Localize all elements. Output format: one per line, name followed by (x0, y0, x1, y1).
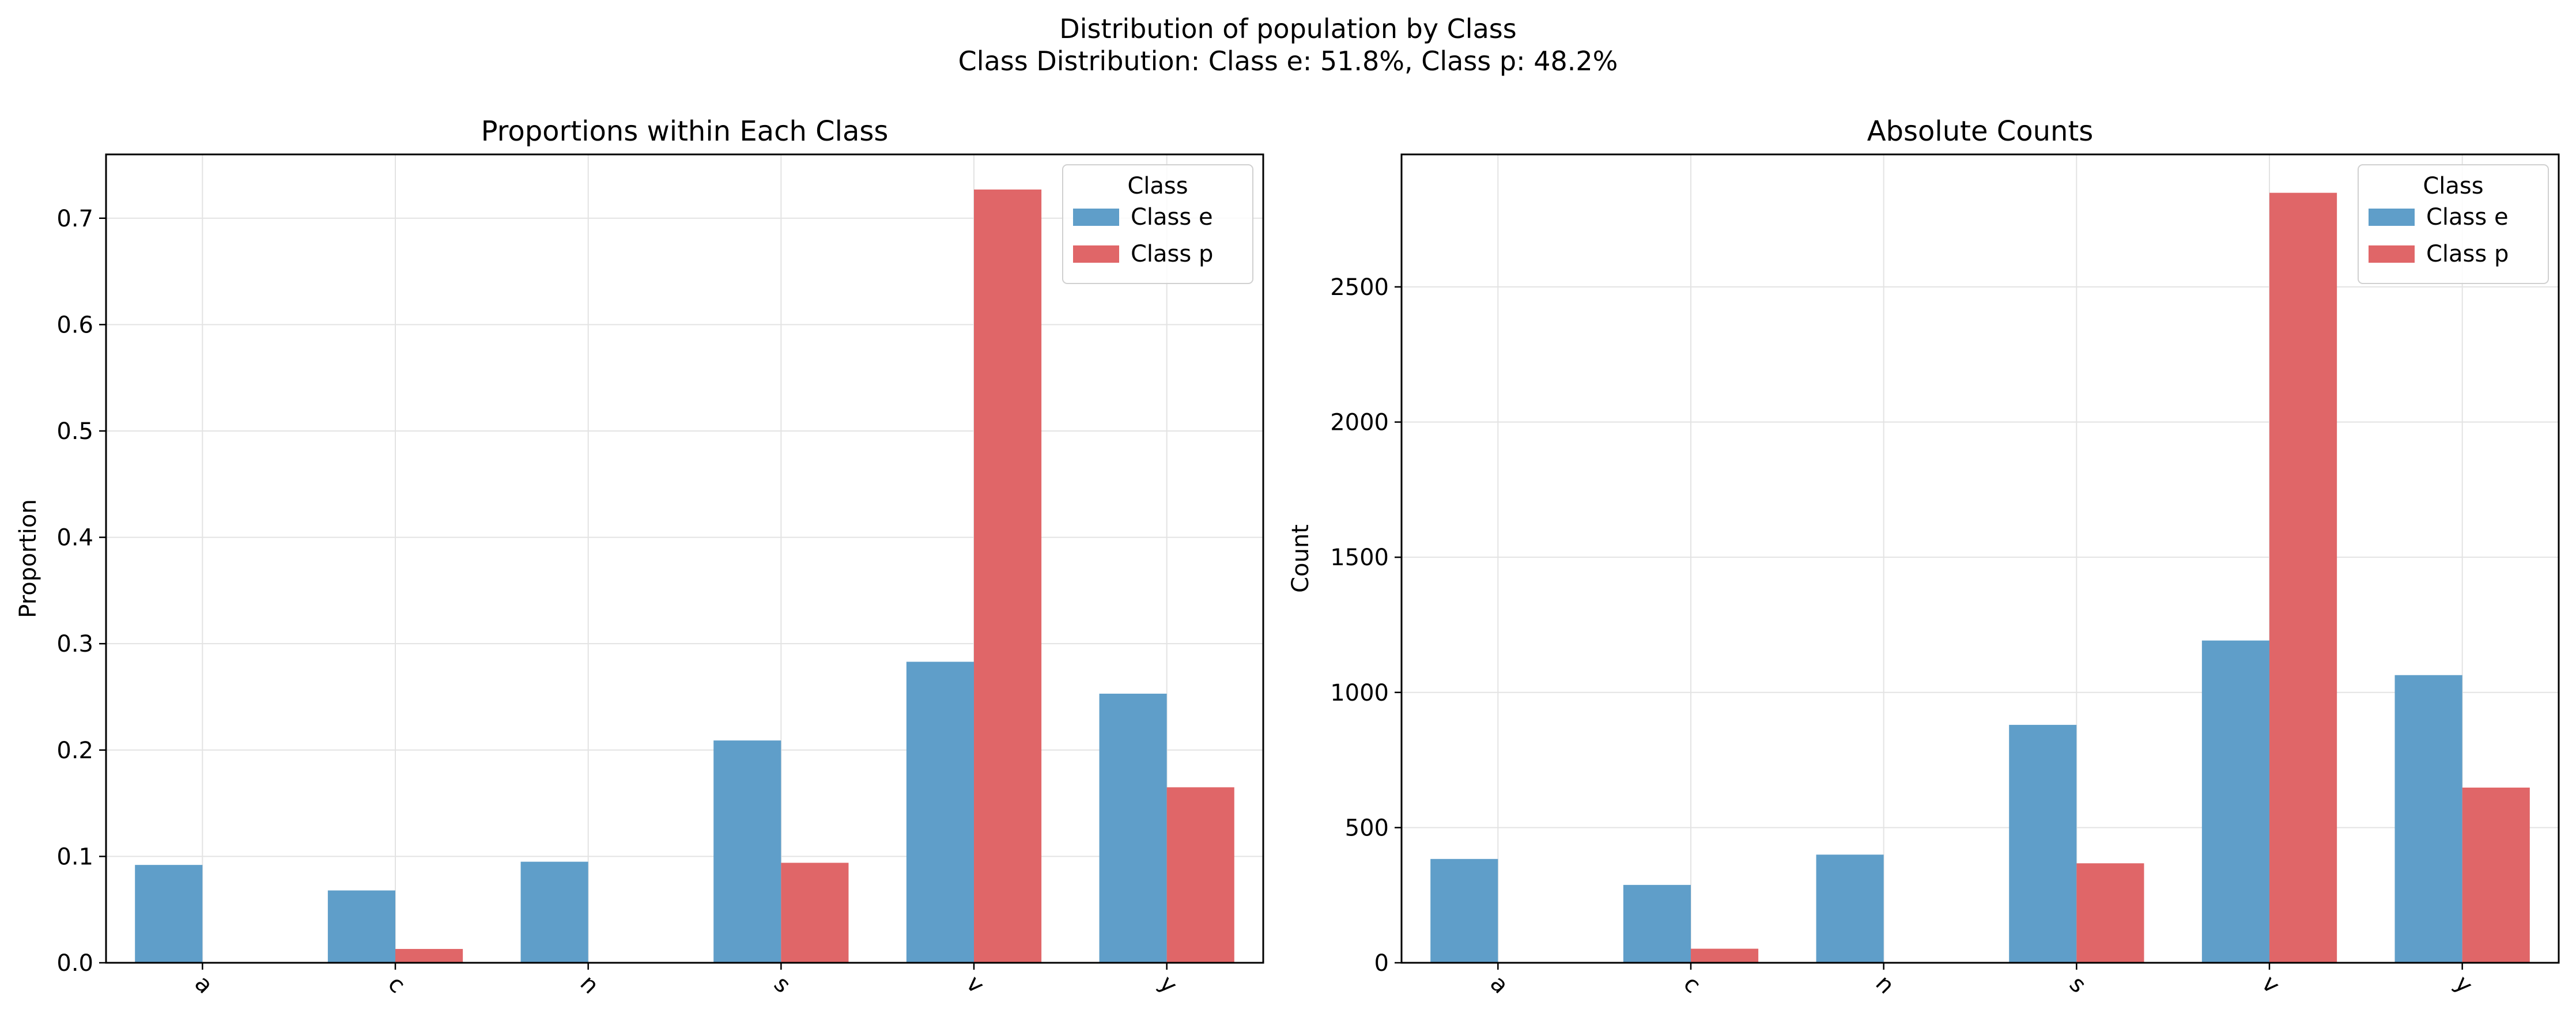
bar-class-e-a (1430, 858, 1498, 963)
bar-class-p-s (781, 863, 849, 963)
y-tick-label: 1500 (1330, 544, 1389, 571)
bar-class-e-s (2009, 725, 2077, 963)
x-tick-label: v (2256, 970, 2284, 998)
x-tick-label: y (1154, 970, 1182, 998)
bar-class-e-y (1099, 693, 1167, 963)
chart-panel-1: 0.0 0.1 0.2 0.3 0.4 0.5 0.6 0.7 a c n s v y Proportion… (15, 115, 1264, 999)
y-tick-label: 0 (1374, 950, 1389, 977)
y-tick-label: 1000 (1330, 680, 1389, 706)
y-tick-label: 0.1 (56, 844, 93, 870)
legend-swatch-class-e (2369, 209, 2415, 226)
y-tick-label: 0.4 (56, 525, 93, 551)
axes-frame (1400, 153, 2560, 964)
bar-class-e-v (906, 661, 974, 963)
figure-title-block: Distribution of population by Class Clas… (0, 13, 2576, 77)
y-tick-label: 0.2 (56, 737, 93, 764)
axes-frame (105, 153, 1264, 964)
x-tick-label: c (383, 971, 410, 998)
legend-swatch-class-p (1073, 245, 1119, 263)
legend-label: Class e (2426, 204, 2509, 230)
y-tick-label: 2500 (1330, 274, 1389, 301)
bar-class-p-y (1166, 787, 1234, 963)
y-tick-label: 2000 (1330, 410, 1389, 436)
y-tick-label: 0.7 (56, 206, 93, 232)
x-tick-label: n (575, 970, 604, 999)
x-tick-label: s (2064, 971, 2091, 998)
bar-class-e-v (2201, 640, 2269, 963)
legend-title: Class (2423, 173, 2483, 199)
x-tick-label: a (1485, 970, 1514, 999)
figure-title: Distribution of population by Class (1059, 13, 1517, 44)
y-tick-label: 0.3 (56, 631, 93, 657)
x-tick-label: c (1678, 971, 1706, 998)
chart-title: Proportions within Each Class (481, 115, 889, 147)
legend: Class Class e Class p (1062, 164, 1253, 284)
bar-class-e-a (135, 865, 203, 963)
bar-class-p-v (2269, 192, 2337, 963)
legend-label: Class p (2426, 241, 2509, 267)
legend-label: Class e (1131, 204, 1213, 230)
bar-class-p-y (2462, 787, 2530, 963)
y-tick-label: 0.5 (56, 418, 93, 445)
y-tick-label: 500 (1345, 815, 1389, 841)
bar-class-e-s (713, 740, 781, 963)
bar-class-e-c (1623, 884, 1691, 963)
legend-swatch-class-e (1073, 209, 1119, 226)
y-axis-label: Count (1287, 524, 1314, 593)
bar-class-p-v (974, 189, 1042, 963)
x-tick-label: v (961, 970, 989, 998)
bar-class-p-c (395, 949, 463, 963)
bar-class-e-n (1816, 854, 1884, 963)
chart-title: Absolute Counts (1867, 115, 2094, 147)
bar-class-p-s (2076, 863, 2144, 963)
y-axis-label: Proportion (15, 499, 41, 618)
bar-class-e-n (520, 861, 588, 963)
bar-class-e-y (2394, 675, 2462, 963)
bar-class-e-c (327, 890, 395, 963)
x-tick-label: s (769, 971, 796, 998)
y-tick-label: 0.6 (56, 312, 93, 338)
y-tick-label: 0.0 (56, 950, 93, 977)
legend: Class Class e Class p (2358, 164, 2549, 284)
figure-subtitle: Class Distribution: Class e: 51.8%, Clas… (958, 46, 1618, 77)
legend-label: Class p (1131, 241, 1213, 267)
chart-panel-2: 0 500 1000 1500 2000 2500 a c n s v y Absolute Count… (1287, 115, 2560, 999)
x-tick-label: n (1871, 970, 1899, 999)
x-tick-label: y (2449, 970, 2477, 998)
legend-title: Class (1127, 173, 1188, 199)
legend-swatch-class-p (2369, 245, 2415, 263)
x-tick-label: a (190, 970, 218, 999)
bar-class-p-c (1691, 948, 1759, 963)
